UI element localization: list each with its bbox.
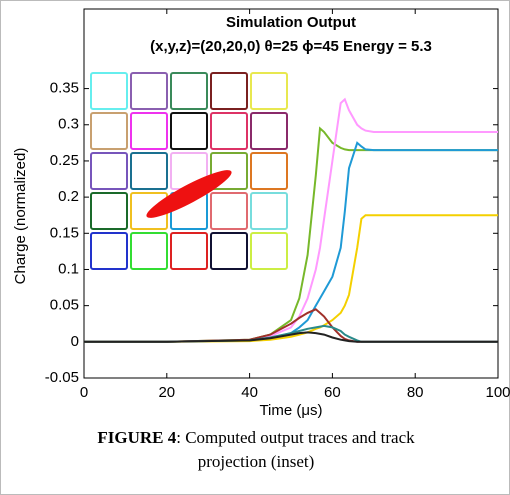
caption-text: : Computed output traces and track proje… (176, 428, 415, 471)
y-tick-label: 0.3 (58, 116, 79, 133)
pad (210, 72, 248, 110)
y-tick-label: 0.35 (50, 80, 79, 97)
pad (250, 232, 288, 270)
x-tick-label: 0 (80, 384, 88, 401)
y-tick-label: 0.2 (58, 188, 79, 205)
x-tick-label: 100 (485, 384, 510, 401)
y-tick-label: 0 (71, 333, 79, 350)
chart-title: Simulation Output (226, 14, 356, 31)
pad (90, 72, 128, 110)
y-tick-label: -0.05 (45, 369, 79, 386)
y-tick-label: 0.15 (50, 224, 79, 241)
trace (84, 214, 498, 343)
y-tick-label: 0.1 (58, 260, 79, 277)
caption-label: FIGURE 4 (97, 428, 177, 447)
y-tick-label: 0.25 (50, 152, 79, 169)
pad (210, 192, 248, 230)
pad (210, 112, 248, 150)
x-tick-label: 80 (407, 384, 424, 401)
pad (170, 232, 208, 270)
pad (210, 152, 248, 190)
pad (210, 232, 248, 270)
pad (170, 112, 208, 150)
pad (250, 112, 288, 150)
pad (130, 232, 168, 270)
y-axis-label: Charge (normalized) (12, 148, 29, 285)
pad (90, 192, 128, 230)
pad (90, 232, 128, 270)
caption: FIGURE 4: Computed output traces and tra… (71, 426, 441, 474)
pad (130, 72, 168, 110)
pad (130, 112, 168, 150)
x-axis-label: Time (μs) (259, 402, 322, 419)
pad (90, 152, 128, 190)
track (146, 170, 232, 218)
y-tick-label: 0.05 (50, 297, 79, 314)
pad (170, 72, 208, 110)
x-tick-label: 20 (158, 384, 175, 401)
chart: Simulation Output (x,y,z)=(20,20,0) θ=25… (12, 8, 510, 419)
inset (90, 72, 288, 270)
x-tick-label: 60 (324, 384, 341, 401)
pad (250, 72, 288, 110)
chart-subtitle: (x,y,z)=(20,20,0) θ=25 ϕ=45 Energy = 5.3 (150, 38, 432, 55)
x-tick-label: 40 (241, 384, 258, 401)
pad (250, 192, 288, 230)
pad (250, 152, 288, 190)
pad (90, 112, 128, 150)
trace (84, 97, 498, 343)
pad (130, 152, 168, 190)
trace (84, 331, 498, 343)
